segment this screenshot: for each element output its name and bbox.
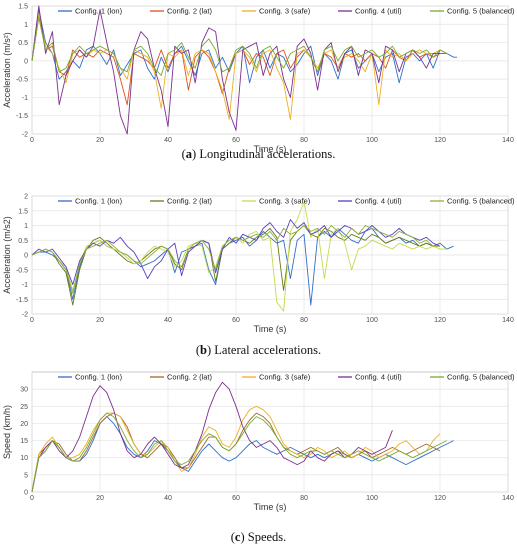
y-tick-label: 1 — [24, 223, 28, 230]
y-tick-label: 0 — [24, 490, 28, 497]
y-tick-label: 0.5 — [18, 238, 28, 245]
legend-label: Config. 3 (safe) — [259, 7, 311, 16]
legend-label: Config. 2 (lat) — [167, 197, 213, 206]
legend: Config. 1 (lon) Config. 2 (lat) Config. 3 … — [58, 373, 515, 382]
y-tick-label: 0.5 — [18, 40, 28, 47]
panel-caption: (b) Lateral accelerations. — [196, 343, 321, 357]
y-axis-label: Acceleration (m/s²) — [2, 32, 12, 108]
x-tick-label: 140 — [502, 137, 514, 144]
x-tick-label: 40 — [164, 495, 172, 502]
x-tick-label: 100 — [366, 495, 378, 502]
legend: Config. 1 (lon) Config. 2 (lat) Config. 3 … — [58, 7, 515, 16]
legend-label: Config. 4 (util) — [355, 373, 402, 382]
y-tick-label: 2 — [24, 194, 28, 201]
chart-panel-b: 0 20 40 60 80 100 120 140 -2 -1.5 -1 -0.5 0 0.5 1 1.5 2 T… — [2, 194, 515, 358]
x-tick-label: 120 — [434, 495, 446, 502]
gridlines — [31, 195, 509, 315]
series-lines — [31, 381, 454, 493]
series-line-4 — [31, 381, 393, 493]
legend-label: Config. 4 (util) — [355, 7, 402, 16]
x-tick-label: 0 — [30, 495, 34, 502]
x-tick-label: 40 — [164, 317, 172, 324]
x-tick-label: 140 — [502, 317, 514, 324]
x-tick-label: 100 — [366, 317, 378, 324]
x-tick-label: 40 — [164, 137, 172, 144]
legend-label: Config. 3 (safe) — [259, 373, 311, 382]
y-tick-label: 1.5 — [18, 4, 28, 11]
x-tick-label: 20 — [96, 495, 104, 502]
x-axis-label: Time (s) — [254, 144, 287, 154]
panel-caption: (c) Speeds. — [231, 530, 287, 544]
x-tick-label: 0 — [30, 317, 34, 324]
x-tick-label: 20 — [96, 137, 104, 144]
legend: Config. 1 (lon) Config. 2 (lat) Config. 3 … — [58, 197, 515, 206]
series-line-3 — [31, 12, 448, 120]
y-axis-label: Speed (km/h) — [2, 405, 12, 459]
legend-label: Config. 1 (lon) — [75, 373, 123, 382]
y-tick-label: 15 — [20, 438, 28, 445]
series-lines — [31, 5, 457, 135]
y-tick-label: -2 — [22, 312, 28, 319]
series-line-1 — [31, 9, 457, 84]
plot-area — [31, 371, 509, 493]
y-tick-label: 30 — [20, 387, 28, 394]
y-tick-label: 10 — [20, 455, 28, 462]
x-tick-label: 0 — [30, 137, 34, 144]
y-tick-label: 25 — [20, 404, 28, 411]
legend-label: Config. 5 (balanced) — [447, 7, 515, 16]
y-tick-label: -1.5 — [16, 113, 28, 120]
y-tick-label: 20 — [20, 421, 28, 428]
series-lines — [31, 201, 454, 312]
legend-label: Config. 1 (lon) — [75, 7, 123, 16]
x-tick-label: 60 — [232, 495, 240, 502]
x-axis-label: Time (s) — [254, 324, 287, 334]
legend-label: Config. 3 (safe) — [259, 197, 311, 206]
series-line-4 — [31, 219, 441, 285]
y-tick-label: 5 — [24, 472, 28, 479]
y-tick-label: -1 — [22, 95, 28, 102]
x-axis-label: Time (s) — [254, 502, 287, 512]
legend-label: Config. 2 (lat) — [167, 373, 213, 382]
x-tick-label: 20 — [96, 317, 104, 324]
legend-label: Config. 5 (balanced) — [447, 197, 515, 206]
x-tick-label: 80 — [300, 137, 308, 144]
series-line-4 — [31, 5, 440, 135]
legend-label: Config. 4 (util) — [355, 197, 402, 206]
y-tick-label: -1 — [22, 282, 28, 289]
x-tick-label: 60 — [232, 317, 240, 324]
y-tick-label: -2 — [22, 132, 28, 139]
x-tick-label: 120 — [434, 137, 446, 144]
panel-caption: (a) Longitudinal accelerations. — [182, 147, 336, 161]
y-tick-label: -0.5 — [16, 267, 28, 274]
y-tick-label: 0 — [24, 58, 28, 65]
x-tick-label: 140 — [502, 495, 514, 502]
x-tick-label: 80 — [300, 317, 308, 324]
legend-label: Config. 5 (balanced) — [447, 373, 515, 382]
legend-label: Config. 1 (lon) — [75, 197, 123, 206]
y-axis-label: Acceleration (m/s2) — [2, 216, 12, 294]
series-line-5 — [31, 225, 440, 294]
y-tick-label: -0.5 — [16, 77, 28, 84]
x-tick-label: 60 — [232, 137, 240, 144]
series-line-3 — [31, 201, 447, 312]
chart-panel-c: 0 20 40 60 80 100 120 140 0 5 10 15 20 25 30 Time (s) Sp… — [2, 371, 515, 544]
y-tick-label: 1.5 — [18, 208, 28, 215]
x-tick-label: 100 — [366, 137, 378, 144]
series-line-5 — [31, 16, 448, 76]
y-tick-label: 1 — [24, 22, 28, 29]
x-tick-label: 80 — [300, 495, 308, 502]
x-tick-label: 120 — [434, 317, 446, 324]
y-tick-label: 0 — [24, 253, 28, 260]
plot-area — [31, 5, 509, 135]
series-line-5 — [31, 412, 448, 493]
y-tick-label: -1.5 — [16, 297, 28, 304]
legend-label: Config. 2 (lat) — [167, 7, 213, 16]
chart-panel-a: 0 20 40 60 80 100 120 140 -2 -1.5 -1 -0.5 0 0.5 1 1.5 Ti… — [2, 4, 515, 162]
